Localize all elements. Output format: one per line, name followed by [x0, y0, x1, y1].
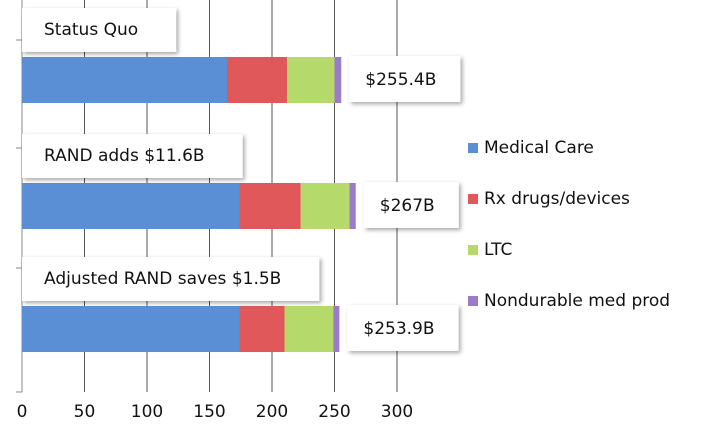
bar-segment [349, 183, 356, 229]
x-tick-label: 200 [256, 402, 288, 422]
bar-segment [239, 183, 301, 229]
bar-segment [22, 183, 240, 229]
legend-swatch [468, 245, 478, 255]
total-box [363, 182, 459, 228]
category-box [22, 8, 177, 52]
x-tick-label: 100 [131, 402, 163, 422]
category-label: RAND adds $11.6B [44, 146, 205, 166]
bar-segment [333, 306, 340, 352]
total-label: $253.9B [363, 319, 434, 339]
legend-label: Rx drugs/devices [484, 189, 630, 209]
legend-swatch [468, 296, 478, 306]
category-box [22, 257, 320, 301]
bar-segment [22, 57, 227, 103]
legend-label: LTC [484, 240, 512, 260]
category-label: Adjusted RAND saves $1.5B [44, 269, 281, 289]
category-label: Status Quo [44, 20, 138, 40]
x-tick-label: 50 [74, 402, 96, 422]
category-box [22, 134, 243, 178]
bar-segment [239, 306, 285, 352]
bar-segment [287, 57, 335, 103]
x-tick-label: 150 [193, 402, 225, 422]
total-box [349, 56, 461, 102]
legend-label: Medical Care [484, 138, 594, 158]
legend-label: Nondurable med prod [484, 291, 670, 311]
bar-segment [300, 183, 350, 229]
total-label: $267B [380, 196, 435, 216]
total-box [347, 305, 459, 351]
x-tick-label: 300 [381, 402, 413, 422]
x-tick-label: 0 [17, 402, 28, 422]
bar-segment [284, 306, 334, 352]
legend-swatch [468, 194, 478, 204]
bar-segment [22, 306, 240, 352]
x-tick-label: 250 [318, 402, 350, 422]
bar-segment [334, 57, 342, 103]
total-label: $255.4B [365, 70, 436, 90]
legend-swatch [468, 143, 478, 153]
bar-segment [227, 57, 287, 103]
